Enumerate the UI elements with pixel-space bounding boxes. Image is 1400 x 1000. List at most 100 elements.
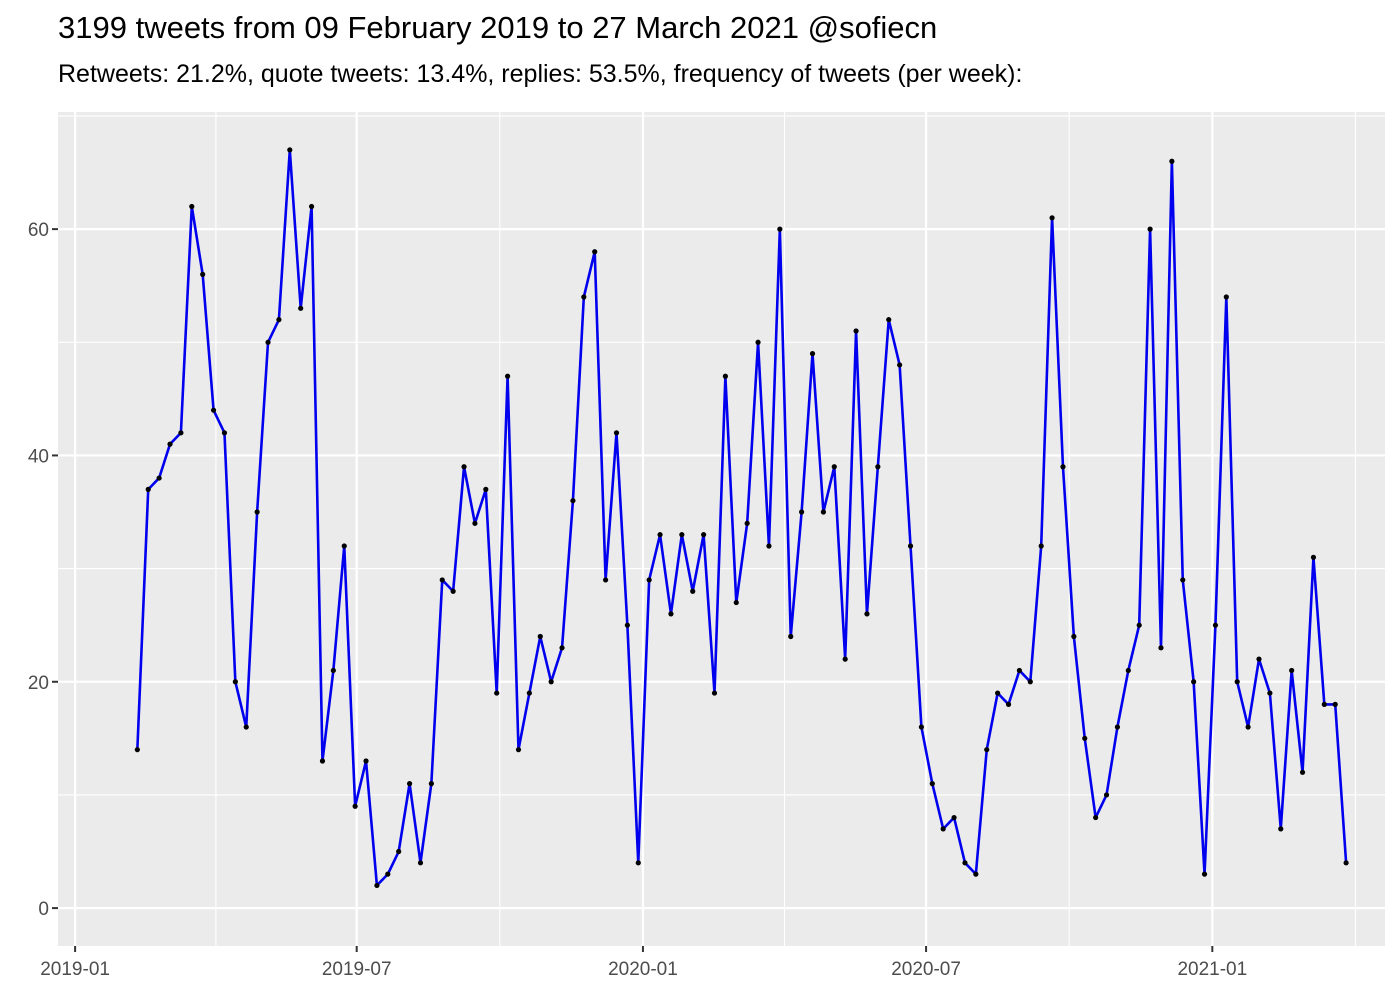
data-point	[744, 520, 750, 526]
data-point	[156, 475, 162, 481]
data-point	[134, 747, 140, 753]
data-point	[886, 317, 892, 323]
data-point	[733, 599, 739, 606]
data-point	[1201, 871, 1208, 877]
data-point	[363, 758, 369, 764]
data-point	[1180, 577, 1186, 583]
data-point	[1332, 701, 1338, 708]
data-point	[788, 633, 794, 640]
x-tick-label: 2019-07	[322, 959, 392, 980]
data-point	[145, 486, 151, 492]
data-point	[298, 305, 304, 311]
data-point	[352, 803, 358, 809]
y-tick-label: 0	[38, 899, 49, 920]
data-point	[319, 758, 326, 764]
data-point	[1082, 735, 1088, 741]
data-point	[657, 532, 663, 538]
data-point	[243, 724, 249, 730]
data-point	[711, 690, 718, 696]
data-point	[581, 294, 587, 300]
x-tick-label: 2020-01	[608, 959, 678, 980]
data-point	[167, 441, 173, 447]
data-point	[396, 848, 402, 855]
data-point	[1093, 814, 1099, 821]
data-point	[537, 633, 543, 640]
data-point	[1321, 701, 1327, 708]
data-point	[1169, 158, 1175, 164]
data-point	[1049, 215, 1055, 221]
y-tick-label: 40	[28, 446, 49, 467]
data-point	[439, 577, 445, 583]
data-point	[1071, 633, 1077, 640]
data-point	[461, 464, 467, 470]
data-point	[853, 328, 859, 334]
data-point	[1147, 226, 1153, 232]
data-point	[1060, 464, 1066, 470]
data-point	[559, 645, 565, 651]
data-point	[1125, 667, 1131, 674]
data-point	[385, 871, 391, 877]
data-point	[265, 339, 271, 345]
data-point	[341, 543, 347, 549]
data-point	[189, 203, 195, 210]
data-point	[1103, 792, 1110, 798]
data-point	[1027, 679, 1033, 685]
data-point	[1234, 679, 1240, 685]
data-point	[940, 826, 946, 832]
data-point	[428, 781, 434, 787]
x-tick-label: 2020-07	[891, 959, 961, 980]
data-point	[330, 667, 336, 674]
data-point	[232, 679, 238, 685]
data-point	[984, 747, 990, 753]
data-point	[1343, 860, 1349, 866]
data-point	[831, 464, 837, 470]
data-point	[897, 362, 903, 368]
data-point	[842, 656, 848, 662]
data-point	[200, 271, 206, 277]
data-point	[494, 690, 500, 696]
data-point	[1223, 294, 1229, 300]
data-point	[766, 543, 772, 549]
data-point	[603, 577, 609, 583]
data-point	[1016, 667, 1023, 674]
data-point	[1278, 826, 1284, 832]
data-point	[287, 147, 293, 153]
data-point	[864, 611, 870, 617]
data-point	[1256, 656, 1262, 662]
major-gridlines	[58, 112, 1385, 946]
data-point	[690, 588, 696, 594]
data-point	[973, 871, 979, 877]
data-point	[417, 860, 424, 866]
data-point	[178, 430, 184, 436]
data-point	[918, 724, 925, 730]
y-tick-label: 60	[28, 220, 49, 241]
data-point	[254, 509, 260, 515]
data-point	[777, 226, 783, 232]
data-point	[635, 860, 641, 866]
data-point	[1299, 769, 1306, 775]
y-tick-label: 20	[28, 673, 49, 694]
data-point	[221, 430, 228, 436]
data-point	[483, 486, 489, 492]
data-point	[624, 622, 630, 628]
data-point	[679, 532, 685, 538]
x-tick-label: 2021-01	[1177, 959, 1247, 980]
data-point	[570, 498, 576, 504]
data-point	[1289, 667, 1295, 674]
data-point	[668, 611, 674, 617]
data-point	[820, 509, 826, 515]
data-point	[504, 373, 511, 379]
x-tick-label: 2019-01	[40, 959, 110, 980]
data-point	[613, 430, 620, 436]
data-point	[1191, 679, 1197, 685]
data-point	[1212, 622, 1219, 628]
data-point	[1038, 543, 1044, 549]
series-layer	[134, 147, 1349, 889]
data-point	[755, 339, 761, 345]
data-point	[701, 532, 707, 538]
data-point	[1245, 724, 1251, 730]
data-point	[799, 509, 805, 515]
data-point	[809, 350, 816, 357]
chart-title: 3199 tweets from 09 February 2019 to 27 …	[58, 10, 938, 45]
data-point	[406, 781, 413, 787]
